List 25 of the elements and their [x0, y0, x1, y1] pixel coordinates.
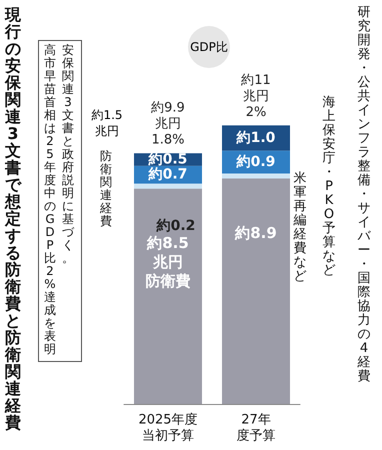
- data-label: 約8.5 兆円: [146, 234, 189, 272]
- data-label: 約0.2: [156, 218, 196, 234]
- series-label: 米軍再編経費など: [292, 171, 308, 284]
- data-label: 約8.9: [234, 224, 277, 242]
- data-label: 約0.5: [148, 152, 188, 168]
- text: 安保関連3文書と政府説明に基づく。: [62, 43, 74, 265]
- text: 約1.5兆円: [90, 108, 124, 140]
- bar: [134, 184, 202, 189]
- total-label: 約9.9 兆円 1.8%: [151, 100, 185, 148]
- bar: [222, 178, 290, 404]
- text: 防衛関連経費: [99, 149, 113, 228]
- total-label: 約11 兆円 2%: [241, 72, 271, 120]
- data-label: 約1.0: [236, 130, 276, 146]
- text: 高市早苗首相は25年度中のGDP比2%達成を表明: [44, 43, 56, 356]
- bar: [222, 173, 290, 179]
- text: GDP比: [188, 26, 230, 68]
- series-label: 防衛費: [146, 272, 190, 290]
- text: 研究開発・公共インフラ整備・サイバー・国際協力の4経費: [358, 5, 370, 384]
- data-label: 約0.7: [148, 166, 188, 183]
- data-label: 約0.9: [236, 154, 276, 170]
- chart-title: 現行の安保関連3文書で想定する防衛費と防衛関連経費: [5, 5, 21, 432]
- bar: [134, 188, 202, 404]
- x-tick-label: 2025年度当初予算: [138, 412, 198, 444]
- text: 海上保安庁・PKO予算など: [322, 95, 336, 278]
- x-tick-label: 27年度予算: [236, 412, 276, 444]
